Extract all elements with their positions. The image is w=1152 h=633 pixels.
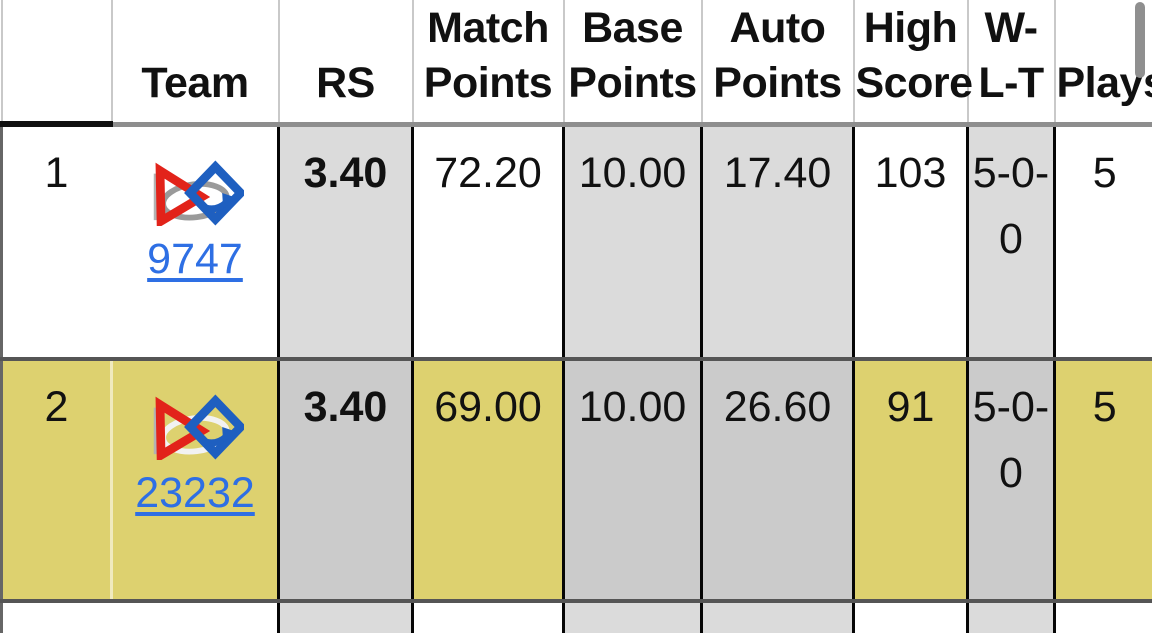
table-row-partial [0,599,1152,633]
rank-cell: 1 [0,124,112,359]
high-score-cell: 91 [852,357,968,601]
column-header-match-points[interactable]: Match Points [411,0,564,127]
team-cell: 23232 [110,357,279,601]
match-points-cell: 72.20 [411,124,564,359]
match-points-cell: 69.00 [411,357,564,601]
column-header-rank[interactable] [0,0,112,127]
first-logo-icon [153,394,244,460]
vertical-scrollbar-thumb[interactable] [1135,2,1145,78]
table-row: 1 9747 3.40 72.20 10.00 17.40 10 [0,124,1152,359]
column-header-base-points[interactable]: Base Points [562,0,702,127]
table-row-highlighted: 2 23232 3.40 69.00 10.00 26.60 9 [0,357,1152,601]
plays-cell: 5 [1053,357,1152,601]
column-header-high-score[interactable]: High Score [852,0,973,127]
header-row: Team RS Match Points Base Points Auto Po… [0,0,1152,127]
rank-cell: 2 [0,357,112,601]
high-score-cell: 103 [852,124,968,359]
team-cell: 9747 [110,124,279,359]
base-points-cell: 10.00 [562,124,702,359]
team-number-link[interactable]: 9747 [147,234,243,283]
column-header-auto-points[interactable]: Auto Points [700,0,854,127]
base-points-cell: 10.00 [562,357,702,601]
column-header-wlt[interactable]: W-L-T [966,0,1055,127]
team-number-link[interactable]: 23232 [135,469,255,517]
column-header-team[interactable]: Team [110,0,279,127]
wlt-cell: 5-0-0 [966,124,1055,359]
auto-points-cell: 17.40 [700,124,854,359]
rs-cell: 3.40 [277,124,413,359]
rs-cell: 3.40 [277,357,413,601]
column-header-rs[interactable]: RS [277,0,413,127]
plays-cell: 5 [1053,124,1152,359]
wlt-cell: 5-0-0 [966,357,1055,601]
first-logo-icon [153,159,244,226]
auto-points-cell: 26.60 [700,357,854,601]
